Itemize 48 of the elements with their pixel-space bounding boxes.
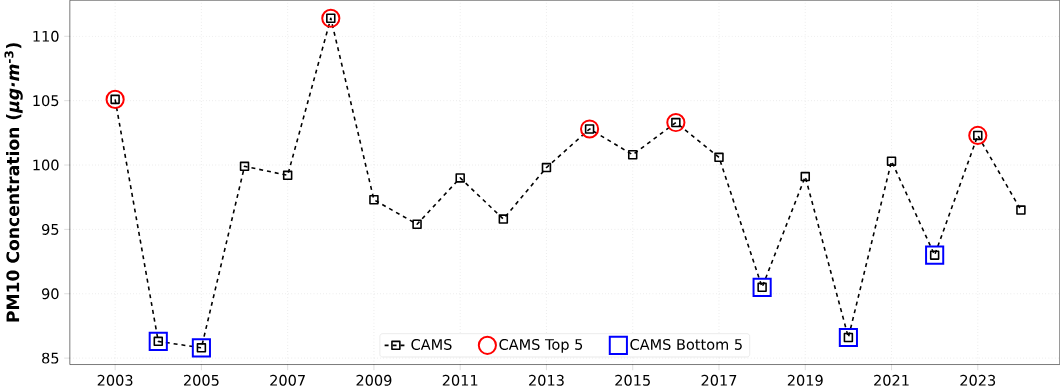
point <box>369 194 379 205</box>
x-tick-label: 2019 <box>787 374 823 386</box>
point <box>153 336 164 347</box>
legend-label: CAMS Top 5 <box>499 338 583 353</box>
y-tick-label: 110 <box>33 30 59 42</box>
x-tick-label: 2015 <box>615 374 650 386</box>
point <box>886 156 897 166</box>
point <box>929 250 940 260</box>
point <box>498 214 509 224</box>
point <box>412 219 422 229</box>
point <box>282 170 293 180</box>
point <box>666 112 686 133</box>
point <box>843 332 854 343</box>
x-tick-label: 2013 <box>529 374 564 386</box>
point <box>968 125 988 145</box>
x-tick-label: 2009 <box>356 374 392 386</box>
y-tick-label: 85 <box>42 352 59 364</box>
point <box>752 277 772 297</box>
x-tick-label: 2017 <box>701 374 737 386</box>
x-tick-label: 2023 <box>960 374 996 386</box>
point <box>800 171 811 182</box>
point <box>105 89 125 109</box>
x-tick-label: 2005 <box>183 374 219 386</box>
y-tick-label: 100 <box>33 159 59 171</box>
point <box>714 152 724 162</box>
point <box>239 161 250 171</box>
y-tick-label: 105 <box>33 95 59 107</box>
point <box>191 338 211 358</box>
x-tick-label: 2007 <box>270 374 305 386</box>
point <box>455 173 465 183</box>
point <box>580 119 600 139</box>
x-tick-label: 2003 <box>97 374 133 386</box>
point <box>321 8 341 28</box>
point <box>541 162 552 173</box>
point <box>1016 205 1026 215</box>
x-tick-label: 2011 <box>442 374 478 386</box>
point <box>838 327 858 347</box>
point <box>925 245 945 265</box>
y-axis-title: PM10 Concentration (μg·m$^{-3}$) <box>4 43 23 322</box>
y-tick-label: 95 <box>41 223 59 235</box>
point <box>627 149 638 160</box>
legend-label: CAMS <box>411 338 452 350</box>
x-tick-label: 2021 <box>874 374 909 386</box>
y-tick-label: 90 <box>41 288 59 300</box>
point <box>148 331 168 351</box>
point <box>196 342 207 353</box>
point <box>757 282 767 292</box>
legend-label: CAMS Bottom 5 <box>630 338 742 350</box>
